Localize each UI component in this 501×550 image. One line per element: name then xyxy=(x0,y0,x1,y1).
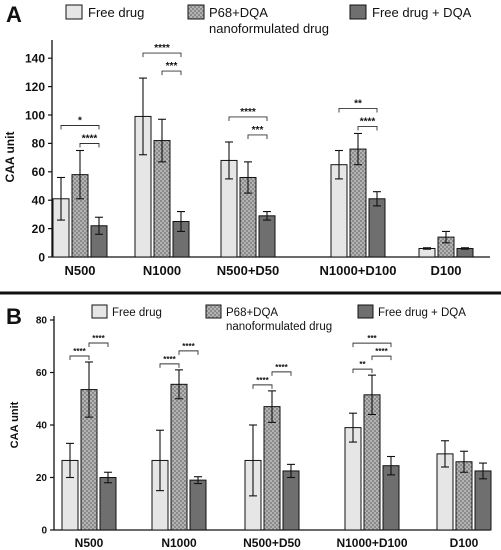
x-tick-label-a-3: N1000+D100 xyxy=(320,263,397,278)
legend-a-swatch-nano xyxy=(187,4,205,20)
sig-bracket-b-0-1 xyxy=(88,342,109,347)
sig-bracket-b-2-0 xyxy=(252,384,273,389)
y-tick-label-a-80: 80 xyxy=(32,137,46,151)
bar-b-nano-3 xyxy=(363,394,381,531)
sig-bracket-b-3-1 xyxy=(371,355,392,361)
legend-b-label-free: Free drug xyxy=(112,307,162,319)
sig-bracket-b-3-2 xyxy=(352,342,392,348)
legend-a-label-combo: Free drug + DQA xyxy=(372,5,472,20)
bar-a-combo-2 xyxy=(258,215,276,258)
legend-b-label-combo: Free drug + DQA xyxy=(378,307,466,319)
sig-bracket-b-2-1 xyxy=(271,371,292,376)
legend-a-label-nano-line2: nanoformulated drug xyxy=(209,21,329,36)
sig-label-a-2-0: *** xyxy=(252,125,264,136)
sig-bracket-a-0-1 xyxy=(60,125,100,130)
bar-a-nano-3 xyxy=(349,148,367,258)
sig-bracket-a-2-0 xyxy=(247,134,268,139)
legend-b: Free drug P68+DQA nanoformulated drug Fr… xyxy=(91,304,466,333)
y-tick-label-b-20: 20 xyxy=(36,473,48,484)
y-tick-label-a-100: 100 xyxy=(25,108,45,122)
y-tick-label-a-140: 140 xyxy=(25,51,45,65)
sig-label-b-3-1: **** xyxy=(375,347,388,356)
sig-bracket-b-1-0 xyxy=(159,363,180,368)
bar-b-combo-2 xyxy=(282,470,300,531)
sig-label-b-3-0: ** xyxy=(359,360,366,369)
legend-b-swatch-combo xyxy=(357,304,374,319)
bar-b-nano-1 xyxy=(170,383,188,531)
panel-label-b: B xyxy=(6,304,22,329)
sig-bracket-b-3-0 xyxy=(352,368,373,374)
bar-b-combo-1 xyxy=(189,479,207,531)
x-tick-label-b-0: N500 xyxy=(75,536,104,550)
y-tick-label-b-60: 60 xyxy=(36,368,48,379)
bar-b-free-3 xyxy=(344,427,362,531)
sig-label-a-3-1: ** xyxy=(354,98,362,109)
bar-a-combo-4 xyxy=(456,247,474,258)
sig-label-b-2-1: **** xyxy=(275,363,288,372)
sig-label-a-1-0: *** xyxy=(166,61,178,72)
x-tick-label-a-2: N500+D50 xyxy=(217,263,280,278)
legend-a-label-free: Free drug xyxy=(88,5,144,20)
y-tick-label-a-40: 40 xyxy=(32,193,46,207)
x-tick-label-b-1: N1000 xyxy=(161,536,197,550)
sig-bracket-a-1-0 xyxy=(161,70,182,76)
sig-label-a-0-1: * xyxy=(78,116,82,127)
legend-b-label-nano-line2: nanoformulated drug xyxy=(226,321,332,333)
x-tick-label-b-4: D100 xyxy=(450,536,479,550)
sig-bracket-a-0-0 xyxy=(79,143,100,148)
sig-bracket-a-2-1 xyxy=(228,116,268,121)
legend-a-swatch-combo xyxy=(349,4,367,20)
sig-label-b-1-1: **** xyxy=(182,342,195,351)
legend-b-label-nano-line1: P68+DQA xyxy=(226,307,278,319)
y-tick-label-a-0: 0 xyxy=(38,250,45,264)
x-tick-label-a-0: N500 xyxy=(64,263,95,278)
sig-label-b-3-2: *** xyxy=(367,334,377,343)
legend-b-swatch-free xyxy=(91,304,108,319)
chart-a: 0 20 40 60 80 100 120 140 CAA unit N500 N1000 N500+… xyxy=(3,40,490,278)
sig-label-a-3-0: **** xyxy=(360,116,376,127)
sig-label-b-1-0: **** xyxy=(163,355,176,364)
y-tick-label-a-120: 120 xyxy=(25,80,45,94)
y-tick-label-b-80: 80 xyxy=(36,316,48,327)
y-axis-label-b: CAA unit xyxy=(9,401,21,448)
x-tick-label-a-1: N1000 xyxy=(143,263,181,278)
y-tick-label-a-60: 60 xyxy=(32,165,46,179)
legend-b-swatch-nano xyxy=(205,304,222,319)
sig-label-b-0-0: **** xyxy=(73,347,86,356)
bar-a-combo-3 xyxy=(368,198,386,258)
bar-b-combo-4 xyxy=(474,470,492,531)
sig-label-b-0-1: **** xyxy=(92,334,105,343)
y-tick-label-b-40: 40 xyxy=(36,421,48,432)
sig-label-a-2-1: **** xyxy=(240,107,256,118)
bar-b-combo-0 xyxy=(99,477,117,531)
sig-label-a-1-1: **** xyxy=(154,43,170,54)
sig-label-a-0-0: **** xyxy=(82,134,98,145)
legend-a: Free drug P68+DQA nanoformulated drug Fr… xyxy=(65,4,472,36)
legend-a-swatch-free xyxy=(65,4,83,20)
legend-a-label-nano-line1: P68+DQA xyxy=(209,5,268,20)
sig-label-b-2-0: **** xyxy=(256,376,269,385)
y-tick-label-a-20: 20 xyxy=(32,222,46,236)
sig-bracket-b-0-0 xyxy=(69,355,90,360)
bar-b-nano-2 xyxy=(263,406,281,531)
y-tick-label-b-0: 0 xyxy=(41,526,47,537)
bar-a-free-4 xyxy=(418,247,436,258)
sig-bracket-a-1-1 xyxy=(142,52,182,58)
x-tick-label-b-2: N500+D50 xyxy=(243,536,301,550)
sig-bracket-a-3-0 xyxy=(357,126,378,131)
x-tick-label-b-3: N1000+D100 xyxy=(336,536,407,550)
x-tick-label-a-4: D100 xyxy=(430,263,461,278)
sig-bracket-a-3-1 xyxy=(338,108,378,113)
y-axis-label-a: CAA unit xyxy=(3,132,17,183)
sig-bracket-b-1-1 xyxy=(178,350,199,355)
panel-label-a: A xyxy=(6,2,22,27)
legend-a-label-nano: P68+DQA nanoformulated drug xyxy=(209,5,329,36)
chart-b: 0 20 40 60 80 CAA unit N500 N1000 N500+D50 N1000+… xyxy=(9,316,492,550)
legend-b-label-nano: P68+DQA nanoformulated drug xyxy=(226,307,332,333)
